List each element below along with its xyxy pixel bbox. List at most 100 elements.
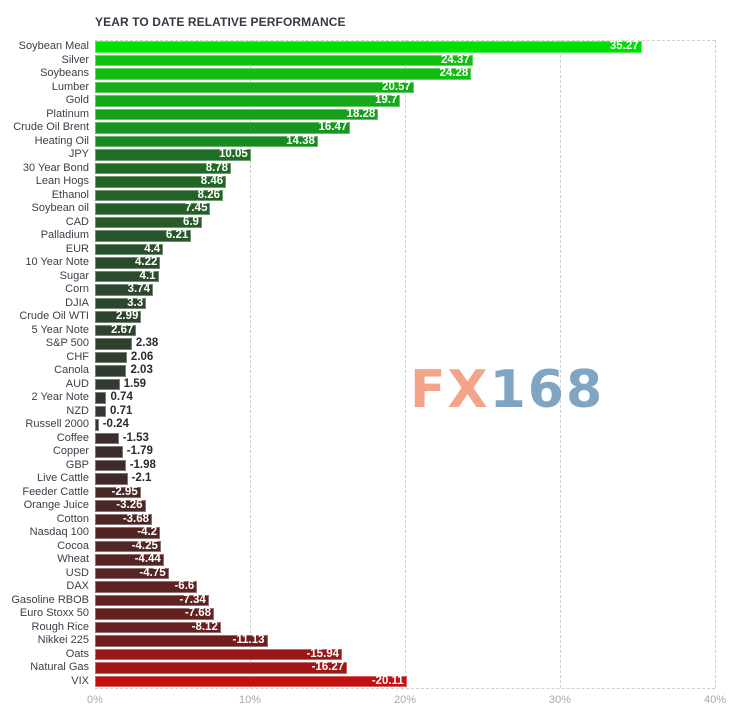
- bar: [95, 648, 343, 660]
- category-label: Nikkei 225: [37, 634, 89, 646]
- bar-row: Corn 3.74: [0, 283, 715, 297]
- value-label: 2.99: [115, 310, 139, 322]
- category-label: DAX: [66, 580, 89, 592]
- category-label: AUD: [65, 377, 89, 390]
- category-label: VIX: [71, 674, 89, 687]
- watermark-number: 168: [489, 360, 605, 420]
- bar: [95, 216, 202, 228]
- value-label: -4.44: [134, 553, 161, 565]
- bar-row: 10 Year Note 4.22: [0, 256, 715, 270]
- category-label: JPY: [68, 148, 89, 160]
- category-label: Ethanol: [51, 188, 89, 201]
- bar-row: 5 Year Note 2.67: [0, 324, 715, 338]
- bar: [95, 135, 318, 147]
- bar-row: Soybeans 24.28: [0, 67, 715, 81]
- bar-row: NZD 0.71: [0, 405, 715, 419]
- category-label: Euro Stoxx 50: [19, 607, 89, 619]
- bar-row: Cocoa -4.25: [0, 540, 715, 554]
- category-label: Russell 2000: [25, 418, 89, 430]
- value-label: -1.53: [122, 431, 149, 444]
- value-label: 2.03: [130, 364, 153, 376]
- category-label: 10 Year Note: [25, 256, 89, 268]
- category-label: Heating Oil: [34, 134, 89, 147]
- bar: [95, 297, 147, 309]
- value-label: -2.95: [111, 485, 138, 498]
- value-label: 19.7: [374, 94, 398, 106]
- category-label: Sugar: [59, 269, 89, 282]
- value-label: 8.78: [205, 161, 229, 174]
- bar: [95, 513, 153, 525]
- bar: [95, 176, 227, 188]
- bar: [95, 581, 198, 593]
- bar: [95, 351, 127, 363]
- chart-title: YEAR TO DATE RELATIVE PERFORMANCE: [95, 15, 346, 29]
- bar: [95, 189, 224, 201]
- value-label: -16.27: [311, 661, 345, 673]
- x-tick-label: 30%: [548, 694, 572, 706]
- bar: [95, 162, 232, 174]
- value-label: 24.28: [439, 67, 469, 79]
- bar: [95, 486, 141, 498]
- bar-row: VIX -20.11: [0, 675, 715, 689]
- value-label: 8.46: [200, 175, 224, 187]
- bar-row: Gold 19.7: [0, 94, 715, 108]
- x-tick-label: 0%: [87, 694, 103, 706]
- bar-row: Crude Oil WTI 2.99: [0, 310, 715, 324]
- bar-row: S&P 500 2.38: [0, 337, 715, 351]
- bar: [95, 527, 161, 539]
- bar: [95, 635, 268, 647]
- category-label: Coffee: [56, 431, 89, 444]
- bar: [95, 594, 209, 606]
- category-label: Palladium: [40, 229, 89, 241]
- category-label: Gasoline RBOB: [11, 593, 89, 606]
- category-label: Live Cattle: [37, 472, 89, 484]
- value-label: 7.45: [185, 202, 208, 214]
- category-label: Silver: [61, 53, 89, 66]
- bar-row: Feeder Cattle -2.95: [0, 486, 715, 500]
- category-label: Cotton: [56, 512, 89, 525]
- bar-row: Lumber 20.57: [0, 81, 715, 95]
- category-label: CHF: [66, 350, 89, 363]
- category-label: Feeder Cattle: [22, 485, 89, 498]
- value-label: 2.06: [130, 350, 154, 363]
- bar-row: Crude Oil Brent 16.47: [0, 121, 715, 135]
- bar-row: Lean Hogs 8.46: [0, 175, 715, 189]
- bar: [95, 243, 164, 255]
- value-label: 2.67: [110, 323, 134, 336]
- category-label: Wheat: [57, 553, 89, 565]
- bar-row: Rough Rice -8.12: [0, 621, 715, 635]
- value-label: 24.37: [440, 53, 470, 66]
- category-label: S&P 500: [45, 337, 89, 349]
- bar: [95, 473, 128, 485]
- category-label: Natural Gas: [30, 661, 89, 673]
- bar-row: Soybean oil 7.45: [0, 202, 715, 216]
- value-label: -4.75: [139, 566, 166, 579]
- bar: [95, 378, 120, 390]
- value-label: 35.27: [609, 40, 639, 52]
- watermark-fx: FX: [410, 360, 490, 420]
- value-label: 0.71: [110, 404, 133, 417]
- category-label: 30 Year Bond: [22, 161, 89, 174]
- category-label: Nasdaq 100: [29, 526, 89, 538]
- gridline-vertical: [405, 40, 406, 688]
- bar: [95, 270, 159, 282]
- bar: [95, 608, 215, 620]
- category-label: 2 Year Note: [31, 391, 90, 403]
- category-label: Orange Juice: [23, 499, 89, 511]
- bar-row: AUD 1.59: [0, 378, 715, 392]
- bar: [95, 81, 414, 93]
- value-label: -4.25: [131, 539, 158, 552]
- bar-row: Live Cattle -2.1: [0, 472, 715, 486]
- value-label: 4.1: [139, 269, 156, 282]
- bar: [95, 95, 401, 107]
- bar: [95, 122, 351, 134]
- x-tick-label: 40%: [703, 694, 727, 706]
- fx168-watermark-logo: FX168: [410, 360, 604, 420]
- value-label: 3.3: [127, 296, 144, 309]
- plot-area: Soybean Meal 35.27 Silver 24.37 Soybeans 24.2…: [11, 40, 716, 689]
- category-label: GBP: [65, 458, 89, 471]
- category-label: Crude Oil Brent: [13, 121, 89, 133]
- bar-row: GBP -1.98: [0, 459, 715, 473]
- value-label: -6.6: [174, 580, 195, 592]
- bar: [95, 54, 473, 66]
